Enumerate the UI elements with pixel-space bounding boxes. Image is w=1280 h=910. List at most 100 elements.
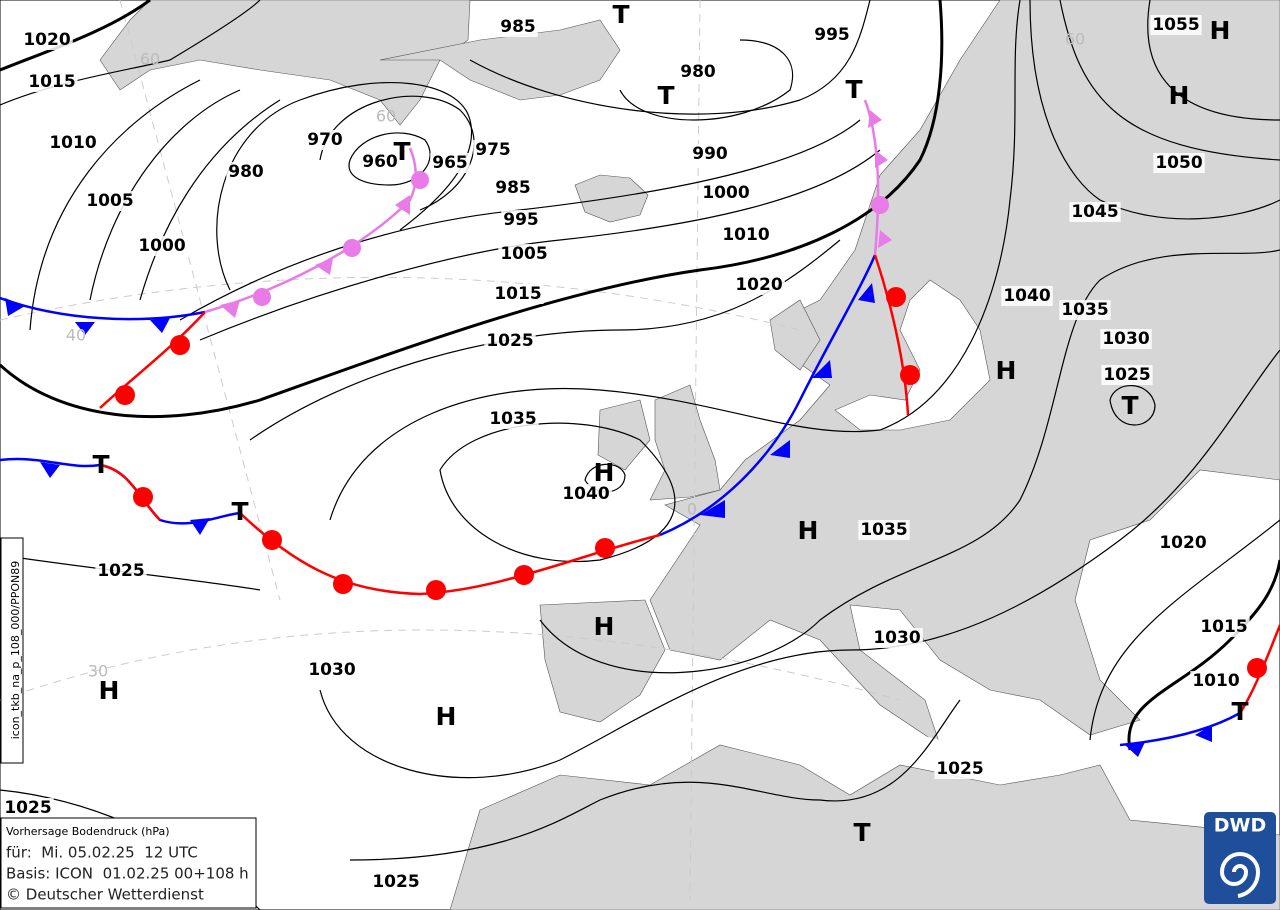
isobar xyxy=(1127,559,1280,751)
label-background xyxy=(700,183,752,203)
label-background xyxy=(812,25,852,45)
grid-label: 60 xyxy=(140,50,160,69)
pressure-center: T xyxy=(1121,391,1138,420)
isobar-label: 980 xyxy=(680,62,716,82)
isobar-label: 1010 xyxy=(722,225,769,245)
label-background xyxy=(1100,329,1152,349)
label-background xyxy=(498,17,538,37)
label-background xyxy=(1069,202,1121,222)
isobar-label: 990 xyxy=(692,144,728,164)
label-background xyxy=(473,140,513,160)
pressure-center: T xyxy=(92,450,109,479)
isobar-label: 1035 xyxy=(1061,300,1108,320)
pressure-center: T xyxy=(231,497,248,526)
isobar xyxy=(469,0,871,115)
label-background xyxy=(720,225,772,245)
label-background xyxy=(47,133,99,153)
label-background xyxy=(21,30,73,50)
isobar-label: 1015 xyxy=(494,284,541,304)
warm-front xyxy=(239,512,661,596)
info-valid: für: Mi. 05.02.25 12 UTC xyxy=(6,844,198,862)
isobar-label: 980 xyxy=(228,162,264,182)
isobar-label: 1025 xyxy=(4,798,51,818)
isobar xyxy=(199,149,881,341)
isobar xyxy=(619,39,794,121)
label-background xyxy=(1157,533,1209,553)
label-background xyxy=(493,178,533,198)
grid-label: 30 xyxy=(88,662,108,681)
side-label-box xyxy=(0,537,24,764)
label-background xyxy=(305,130,345,150)
isobar-label: 1040 xyxy=(562,484,609,504)
isobar-label: 1025 xyxy=(486,331,533,351)
fronts xyxy=(0,99,1280,757)
isobar xyxy=(29,79,201,331)
isobar-label: 1035 xyxy=(860,520,907,540)
pressure-center: H xyxy=(1210,16,1231,45)
label-background xyxy=(26,72,78,92)
label-background xyxy=(1101,365,1153,385)
label-background xyxy=(498,244,550,264)
isobar-label: 1015 xyxy=(28,72,75,92)
label-background xyxy=(560,484,612,504)
pressure-center: H xyxy=(436,702,457,731)
label-background xyxy=(501,210,541,230)
logo-text: DWD xyxy=(1214,815,1267,837)
pressure-center: H xyxy=(798,516,819,545)
isobar xyxy=(139,99,281,301)
isobar xyxy=(1147,0,1280,121)
isobar-label: 1010 xyxy=(1192,671,1239,691)
label-background xyxy=(678,62,718,82)
isobar xyxy=(1089,519,1280,741)
isobar-label: 1030 xyxy=(308,660,355,680)
isobar xyxy=(539,249,1280,674)
cold-front xyxy=(659,254,877,537)
grid-label: 60 xyxy=(376,107,396,126)
grid-label: 0 xyxy=(687,500,697,519)
isobar-label: 975 xyxy=(475,140,511,160)
isobar-label: 985 xyxy=(495,178,531,198)
isobar-label: 1040 xyxy=(1003,286,1050,306)
info-title: Vorhersage Bodendruck (hPa) xyxy=(6,825,170,838)
iceland xyxy=(574,174,649,223)
label-background xyxy=(306,660,358,680)
iberia xyxy=(539,599,666,723)
label-background xyxy=(492,284,544,304)
pressure-center: H xyxy=(594,458,615,487)
isobar xyxy=(348,132,431,186)
pressure-center: H xyxy=(99,676,120,705)
isobar-label: 1020 xyxy=(1159,533,1206,553)
label-background xyxy=(934,759,986,779)
graticule xyxy=(0,0,901,901)
isobar-label: 1025 xyxy=(1103,365,1150,385)
label-background xyxy=(136,236,188,256)
ireland xyxy=(597,399,651,471)
logo-swirl xyxy=(1219,852,1261,898)
cold-front-symbols xyxy=(5,283,1212,757)
isobar-label: 1025 xyxy=(372,872,419,892)
isobar-label: 1020 xyxy=(735,275,782,295)
isobar xyxy=(89,89,241,301)
info-box xyxy=(0,817,257,909)
pressure-center: T xyxy=(612,0,629,29)
label-background xyxy=(871,628,923,648)
africa xyxy=(449,744,1280,910)
isobar-label: 970 xyxy=(307,130,343,150)
label-background xyxy=(1059,300,1111,320)
pressure-center: T xyxy=(845,75,862,104)
label-background xyxy=(858,520,910,540)
pressure-center: T xyxy=(393,137,410,166)
isobar xyxy=(319,95,475,211)
warm-front xyxy=(99,463,161,521)
isobar-label: 995 xyxy=(814,25,850,45)
label-background xyxy=(690,144,730,164)
isobar xyxy=(0,0,944,419)
label-background xyxy=(430,153,470,173)
scandinavia-island xyxy=(769,299,821,371)
pressure-center: H xyxy=(594,612,615,641)
pressure-center: T xyxy=(1231,697,1248,726)
label-background xyxy=(370,872,422,892)
isobar xyxy=(319,349,1280,779)
warm-front-symbols xyxy=(115,287,1267,678)
